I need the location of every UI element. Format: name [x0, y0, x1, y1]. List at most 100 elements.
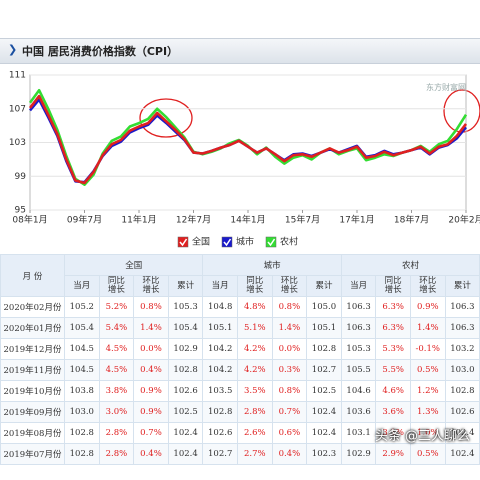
sub-header: 同比增长 [236, 275, 273, 297]
value-cell: 3.8% [98, 380, 135, 402]
value-cell: 106.3 [444, 317, 480, 339]
value-cell: 102.5 [306, 380, 342, 402]
page-title: 中国 居民消费价格指数（CPI） [22, 45, 179, 58]
sub-header-text: 累计 [453, 280, 471, 291]
value-cell: 105.5 [340, 359, 377, 381]
value-cell: 0.0% [271, 338, 308, 360]
value-cell: 102.6 [202, 422, 238, 444]
value-cell: 2.7% [236, 443, 273, 465]
value-cell: 0.8% [133, 296, 169, 318]
value-cell: 3.0% [98, 401, 135, 423]
value-cell: 105.3 [340, 338, 377, 360]
y-tick-label: 103 [9, 138, 26, 148]
header-row: 月 份全国 城市 农村 [0, 254, 480, 297]
value-cell: 0.4% [133, 359, 169, 381]
value-cell: 102.4 [444, 422, 480, 444]
table-row: 2019年10月份 103.8 3.8% 0.9% 102.6 103.5 3.5% 0.8%… [0, 380, 480, 402]
header-bar [0, 38, 480, 64]
value-cell: 102.8 [64, 422, 100, 444]
table-row: 2019年07月份 102.8 2.8% 0.4% 102.4 102.7 2.7% 0.4%… [0, 443, 480, 465]
value-cell: 102.4 [306, 422, 342, 444]
sub-header-text: 当月 [350, 280, 368, 291]
sub-header-text: 当月 [211, 280, 229, 291]
x-tick-label: 15年7月 [285, 214, 320, 226]
value-cell: 0.0% [133, 338, 169, 360]
subheader-row: 当月 同比增长 环比增长 累计 当月 同比增长 环比增长 累计 当月 同比增长 环比增长 累计 [1, 275, 480, 297]
x-tick-label: 20年2月 [448, 214, 480, 226]
sub-header: 同比增长 [98, 275, 135, 297]
value-cell: -0.1% [409, 338, 446, 360]
sub-header: 环比增长 [271, 275, 308, 297]
value-cell: 1.2% [409, 380, 446, 402]
legend-swatch [265, 236, 277, 248]
value-cell: 104.8 [202, 296, 238, 318]
value-cell: 0.4% [133, 443, 169, 465]
value-cell: 106.3 [340, 317, 377, 339]
value-cell: 105.0 [306, 296, 342, 318]
value-cell: 102.8 [167, 359, 204, 381]
sub-header: 环比增长 [133, 275, 169, 297]
table-row: 2019年09月份 103.0 3.0% 0.9% 102.5 102.8 2.8% 0.7%… [0, 401, 480, 423]
y-tick-label: 95 [15, 206, 26, 216]
chart: 95 99 103 107 111 08年1月 09年7月 11年1月 12年7月 14年1月 15… [9, 71, 480, 248]
value-cell: 102.9 [340, 443, 377, 465]
value-cell: 102.8 [444, 380, 480, 402]
value-cell: 102.8 [202, 401, 238, 423]
chevron-icon: ❯ [8, 43, 18, 56]
x-tick-label: 14年1月 [230, 214, 265, 226]
sub-header-text: 累计 [315, 280, 333, 291]
sub-header: 累计 [306, 275, 342, 297]
value-cell: 102.8 [64, 443, 100, 465]
sub-header-text: 当月 [73, 280, 91, 291]
table-row: 2020年01月份 105.4 5.4% 1.4% 105.4 105.1 5.1% 1.4%… [0, 317, 480, 339]
value-cell: 4.6% [375, 380, 411, 402]
value-cell: 2.8% [98, 443, 135, 465]
y-tick-label: 99 [15, 172, 27, 182]
legend-swatch [177, 236, 189, 248]
value-cell: 4.5% [98, 359, 135, 381]
value-cell: 103.2 [444, 338, 480, 360]
value-cell: 105.3 [167, 296, 204, 318]
value-cell: 4.5% [98, 338, 135, 360]
value-cell: 2.6% [236, 422, 273, 444]
highlight-circle [139, 98, 193, 138]
month-cell: 2019年07月份 [0, 443, 65, 465]
x-tick-label: 12年7月 [176, 214, 211, 226]
sub-header-text: 同比增长 [384, 276, 402, 295]
value-cell: 102.9 [167, 338, 204, 360]
value-cell: 106.3 [340, 296, 377, 318]
value-cell: 103.8 [64, 380, 100, 402]
value-cell: 104.5 [64, 338, 100, 360]
value-cell: 2.8% [236, 401, 273, 423]
value-cell: 0.7% [271, 401, 308, 423]
value-cell: 102.6 [444, 401, 480, 423]
y-tick-label: 107 [9, 104, 26, 114]
sub-header-text: 同比增长 [246, 276, 264, 295]
value-cell: 102.6 [167, 380, 204, 402]
value-cell: 103.5 [202, 380, 238, 402]
value-cell: 0.9% [133, 401, 169, 423]
value-cell: 103.0 [64, 401, 100, 423]
legend-label: 全国 [192, 236, 210, 248]
legend-check [267, 238, 276, 247]
value-cell: 2.8% [98, 422, 135, 444]
value-cell: 102.7 [202, 443, 238, 465]
sub-header-text: 累计 [177, 280, 195, 291]
value-cell: 5.4% [98, 317, 135, 339]
highlight-circle [443, 89, 480, 133]
value-cell: 1.4% [133, 317, 169, 339]
value-cell: 0.8% [271, 296, 308, 318]
value-cell: 104.2 [202, 359, 238, 381]
legend-label: 城市 [236, 236, 254, 248]
value-cell: 102.4 [167, 422, 204, 444]
value-cell: 103.1 [340, 422, 377, 444]
value-cell: 104.6 [340, 380, 377, 402]
sub-header-text: 环比增长 [419, 276, 437, 295]
sub-header-text: 环比增长 [142, 276, 160, 295]
month-cell: 2019年12月份 [0, 338, 65, 360]
value-cell: 4.2% [236, 338, 273, 360]
series-line [28, 94, 468, 185]
value-cell: 103.0 [444, 359, 480, 381]
value-cell: 102.4 [444, 443, 480, 465]
